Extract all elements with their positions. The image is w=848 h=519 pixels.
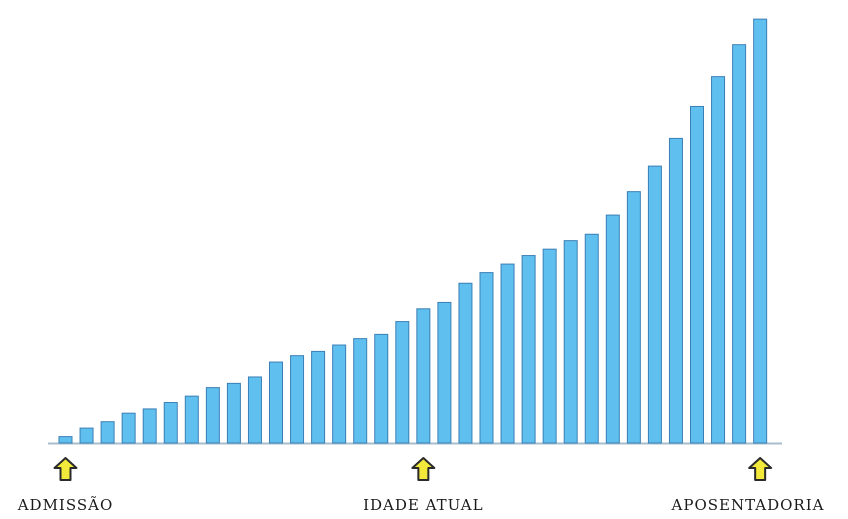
bar bbox=[142, 408, 157, 444]
bar bbox=[542, 248, 557, 444]
up-arrow-icon bbox=[411, 457, 436, 481]
bar bbox=[500, 263, 515, 444]
bar bbox=[332, 344, 347, 444]
bar bbox=[226, 382, 241, 444]
bar bbox=[753, 18, 768, 444]
bar bbox=[690, 105, 704, 444]
bar bbox=[458, 282, 473, 444]
bar bbox=[184, 395, 199, 444]
bar bbox=[626, 191, 641, 444]
bar bbox=[79, 427, 94, 444]
up-arrow-icon bbox=[748, 457, 773, 481]
bar bbox=[521, 255, 536, 444]
bar bbox=[353, 338, 368, 444]
bar bbox=[479, 272, 494, 444]
marker-label-aposentadoria: APOSENTADORIA bbox=[671, 496, 825, 514]
marker-label-idade-atual: IDADE ATUAL bbox=[363, 496, 484, 514]
bar bbox=[647, 165, 662, 444]
up-arrow-icon bbox=[53, 457, 78, 481]
bar bbox=[247, 376, 262, 444]
bar bbox=[269, 361, 283, 444]
bar bbox=[205, 387, 220, 444]
bar bbox=[732, 44, 747, 444]
bar bbox=[290, 355, 305, 444]
bar bbox=[416, 308, 431, 444]
bar bbox=[121, 412, 136, 444]
bar bbox=[437, 301, 452, 444]
bar bbox=[711, 76, 726, 444]
bar bbox=[311, 350, 326, 444]
bar bbox=[605, 214, 620, 444]
bar bbox=[668, 137, 683, 444]
bar bbox=[563, 240, 578, 444]
marker-label-admissao: ADMISSÃO bbox=[17, 496, 114, 514]
bar bbox=[100, 421, 115, 444]
bar bbox=[58, 436, 73, 444]
bar bbox=[395, 321, 410, 444]
bar bbox=[163, 402, 178, 444]
bar bbox=[374, 333, 389, 444]
bar bbox=[584, 233, 599, 444]
